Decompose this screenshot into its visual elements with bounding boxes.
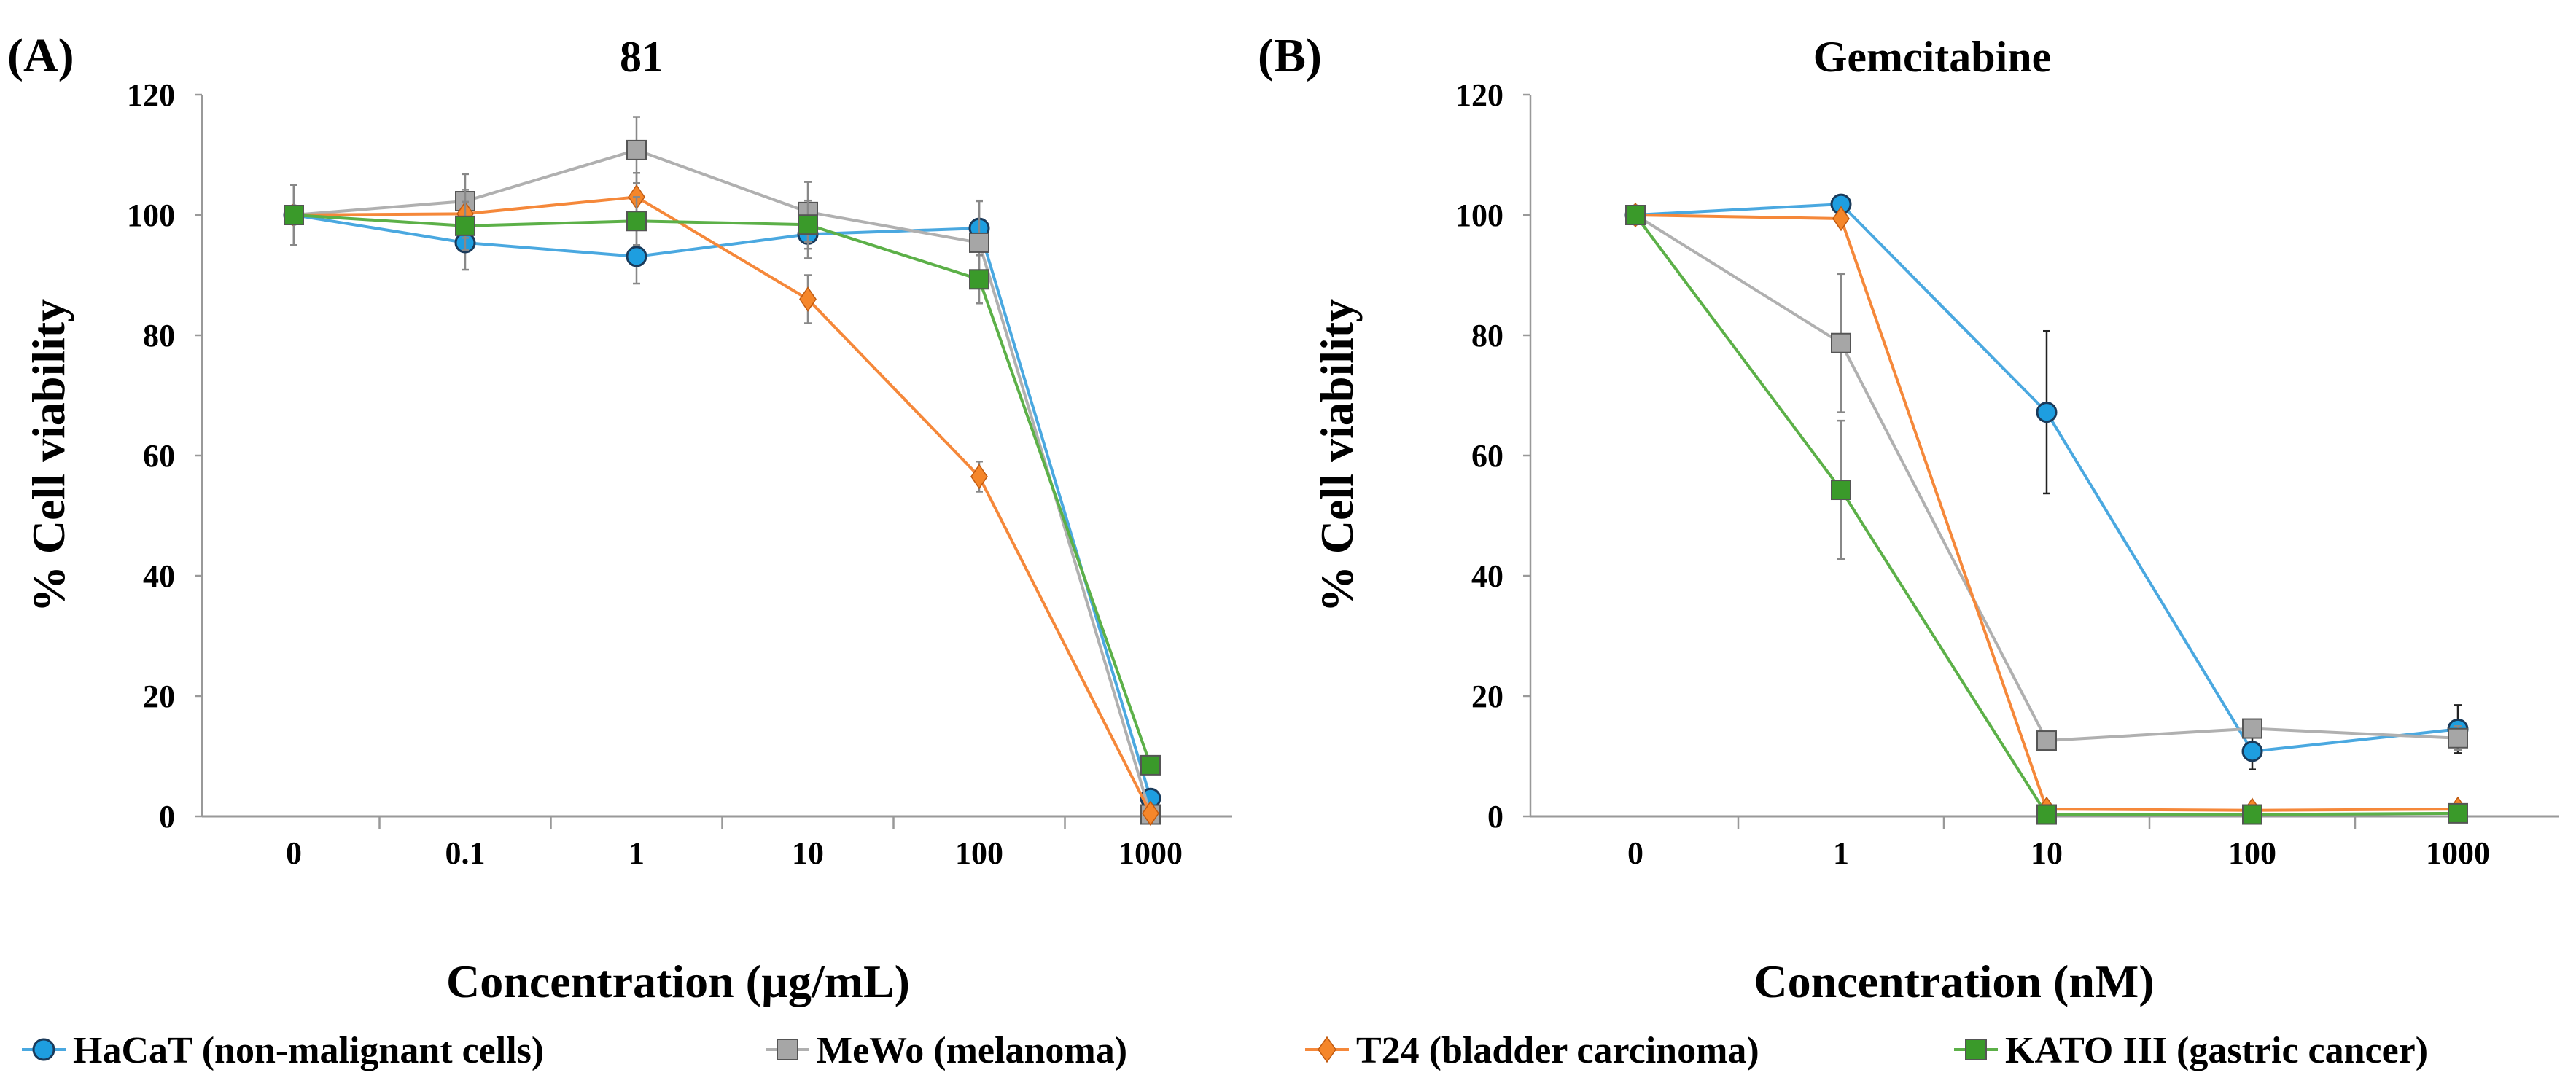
data-point [969,232,989,253]
data-point [1831,332,1851,353]
series-line [293,195,1152,814]
data-point [2448,802,2468,824]
x-axis-title: Concentration (nM) [1754,956,2154,1007]
series-circle-0 [283,184,1161,809]
x-tick-label: 1 [1833,835,1849,871]
series-line [293,214,1152,799]
y-tick-label: 40 [143,558,175,594]
x-tick-label: 1000 [1118,835,1183,871]
y-tick-label: 60 [1471,438,1503,474]
x-tick-label: 1000 [2426,835,2490,871]
x-tick-label: 10 [2031,835,2063,871]
y-tick-label: 20 [143,679,175,714]
data-point [969,269,989,290]
y-tick-label: 100 [1455,198,1503,233]
data-point [2242,804,2262,825]
legend-marker [1318,1036,1336,1063]
data-point [626,139,647,160]
data-point [1832,206,1850,232]
y-tick-label: 20 [1471,679,1503,714]
x-tick-label: 0.1 [445,835,486,871]
legend-label: HaCaT (non-malignant cells) [73,1030,544,1071]
y-tick-label: 100 [127,198,175,233]
data-point [970,464,988,490]
y-axis-title: % Cell viability [1311,299,1363,612]
y-tick-label: 60 [143,438,175,474]
x-tick-label: 100 [2228,835,2276,871]
x-tick-label: 100 [955,835,1003,871]
data-point [2036,730,2057,751]
chart-title: Gemcitabine [1813,33,2052,81]
series-square-3 [1625,205,2468,825]
data-point [455,215,475,236]
series-line [293,148,1152,816]
y-tick-label: 0 [1487,799,1503,835]
panel-label: (B) [1258,29,1322,82]
data-point [1831,480,1851,501]
series-line [293,214,1152,766]
data-point [1142,800,1159,827]
y-tick-label: 80 [143,318,175,353]
y-tick-label: 80 [1471,318,1503,353]
series-square-1 [1625,205,2468,751]
data-point [284,205,304,225]
data-point [2242,718,2262,739]
data-point [799,286,817,312]
panel-label: (A) [7,29,74,82]
data-point [798,214,818,235]
legend-marker [32,1038,55,1061]
data-point [626,246,647,267]
legend-label: KATO III (gastric cancer) [2005,1030,2428,1071]
legend: HaCaT (non-malignant cells) MeWo (melanom… [22,1030,2428,1071]
panel-b: (B) Gemcitabine 0 20 40 60 80 100 120 0 1 10 100 1000… [1258,29,2559,1007]
chart-title: 81 [620,33,664,81]
legend-label: MeWo (melanoma) [817,1030,1127,1071]
panel-a: (A) 81 0 20 40 60 80 100 120 0 0.1 1 10 100 1000 % Cell… [7,29,1232,1007]
data-point [1140,754,1161,776]
x-tick-label: 0 [1627,835,1643,871]
data-point [626,211,647,232]
series-square-3 [284,184,1161,776]
x-axis-title: Concentration (µg/mL) [446,956,910,1007]
data-point [2036,804,2057,825]
x-tick-label: 1 [629,835,645,871]
y-tick-label: 120 [127,77,175,113]
legend-marker [777,1039,798,1060]
series-line [1635,214,2459,812]
legend-marker [1965,1039,1987,1060]
series-diamond-2 [1627,202,2467,824]
y-axis-title: % Cell viability [23,299,74,612]
x-tick-label: 0 [286,835,302,871]
y-tick-label: 120 [1455,77,1503,113]
series-diamond-2 [285,172,1159,827]
x-tick-label: 10 [792,835,824,871]
y-tick-label: 0 [159,799,175,835]
series-circle-0 [1624,193,2469,770]
data-point [2036,402,2058,423]
legend-label: T24 (bladder carcinoma) [1356,1030,1759,1071]
series-line [1634,214,2459,816]
y-tick-label: 40 [1471,558,1503,594]
data-point [1625,205,1646,225]
data-point [2448,727,2468,749]
data-point [2241,741,2263,762]
